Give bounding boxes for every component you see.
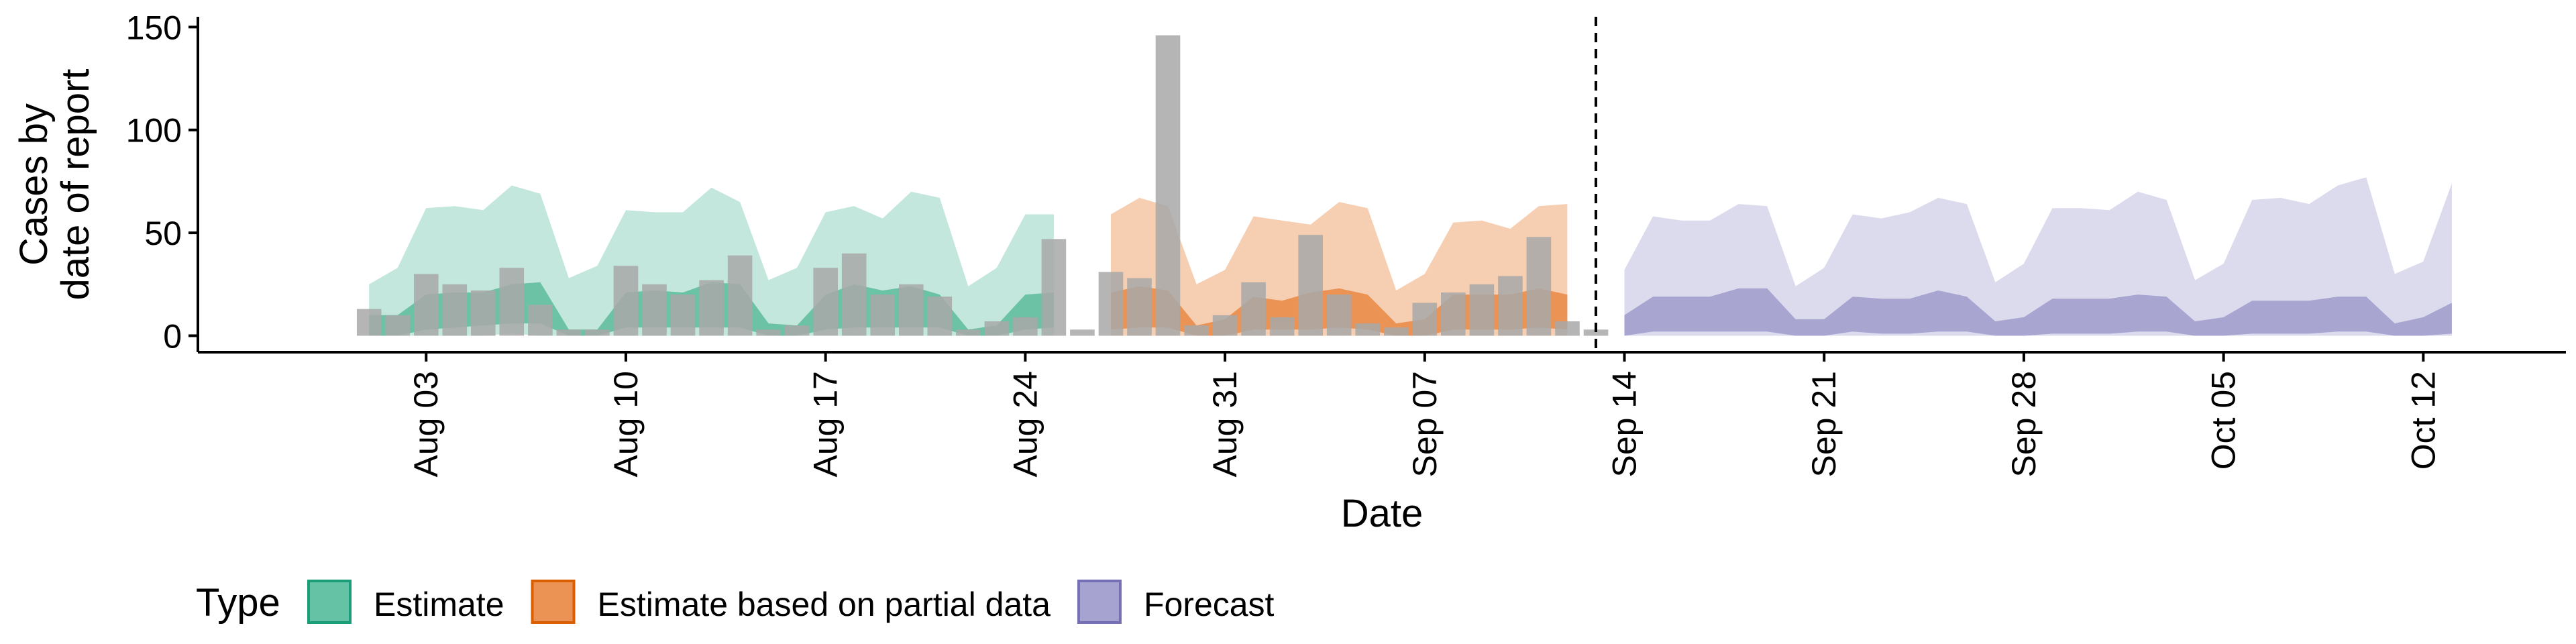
reported-bar [556,329,582,336]
reported-bar [1555,321,1580,336]
reported-bar [642,284,667,336]
x-tick-label: Sep 28 [2005,371,2043,477]
reported-bar [984,321,1010,336]
legend-key-2 [1077,580,1122,624]
reported-bar [528,305,553,336]
reported-bar [1583,329,1609,336]
y-tick-label: 50 [144,215,182,252]
reported-bar [727,255,753,336]
x-tick-label: Aug 17 [807,371,845,477]
x-tick-label: Sep 07 [1406,371,1444,477]
reported-bar [1298,235,1323,336]
legend-title: Type [196,581,280,625]
reported-bar [1041,239,1067,336]
y-tick-label: 100 [126,112,182,150]
reported-bar [613,266,639,336]
ribbon-inner-2 [1624,288,2452,336]
axes-layer: 0 50 100 150 Aug 03 Aug 10 Aug 17 Aug 24 Aug 31 S… [126,9,2566,477]
reported-bars-layer [356,35,1609,336]
reported-bar [1469,284,1495,336]
legend-label-0: Estimate [374,586,504,623]
reported-bar [1098,272,1124,336]
reported-bar [956,329,981,336]
x-tick-label: Oct 12 [2404,371,2442,470]
reported-bar [385,315,410,336]
x-tick-label: Sep 21 [1805,371,1843,477]
y-tick-label: 150 [126,9,182,46]
x-tick-label: Aug 24 [1006,371,1044,477]
reported-bar [870,294,895,336]
reported-bar [1155,35,1181,336]
reported-bar [927,297,953,336]
y-axis-label-line2: date of report [54,69,97,301]
legend-label-2: Forecast [1144,586,1275,623]
ribbon-outer-2 [1624,177,2452,336]
legend-label-1: Estimate based on partial data [598,586,1051,623]
reported-bar [1070,329,1095,336]
reported-bar [756,329,781,336]
reported-bar [1384,327,1409,336]
reported-bar [670,294,696,336]
reported-bar [1441,292,1466,336]
reported-bar [471,290,496,336]
reported-bar [356,309,382,336]
y-tick-label: 0 [163,317,182,355]
reported-bar [1184,325,1209,336]
reported-bar [784,325,810,336]
reported-bar [1526,237,1552,336]
reported-bar [1241,282,1266,336]
x-tick-label: Oct 05 [2205,371,2243,470]
x-tick-label: Sep 14 [1606,371,1644,477]
x-axis-label: Date [1341,492,1424,535]
reported-bar [813,268,838,336]
reported-bar [841,253,867,336]
reported-bar [1412,303,1438,336]
reported-bar [414,274,439,336]
reported-bar [1127,278,1152,336]
legend: Type Estimate Estimate based on partial d… [196,580,1275,625]
reported-bar [585,329,610,336]
reported-bar [499,268,525,336]
reported-bar [1498,276,1523,336]
reported-bar [1326,294,1352,336]
x-tick-label: Aug 31 [1206,371,1244,477]
reported-bar [442,284,468,336]
y-axis-label-line1: Cases by [12,103,56,266]
reported-bar [899,284,924,336]
reported-bar [1013,317,1038,336]
reported-bar [1212,315,1238,336]
x-tick-label: Aug 10 [607,371,645,477]
legend-key-0 [307,580,352,624]
labels-layer: Cases by date of report Date [12,69,1423,536]
legend-key-1 [531,580,576,624]
reported-bar [1355,323,1380,336]
reported-bar [1269,317,1295,336]
x-tick-label: Aug 03 [407,371,445,477]
reported-bar [699,280,724,336]
